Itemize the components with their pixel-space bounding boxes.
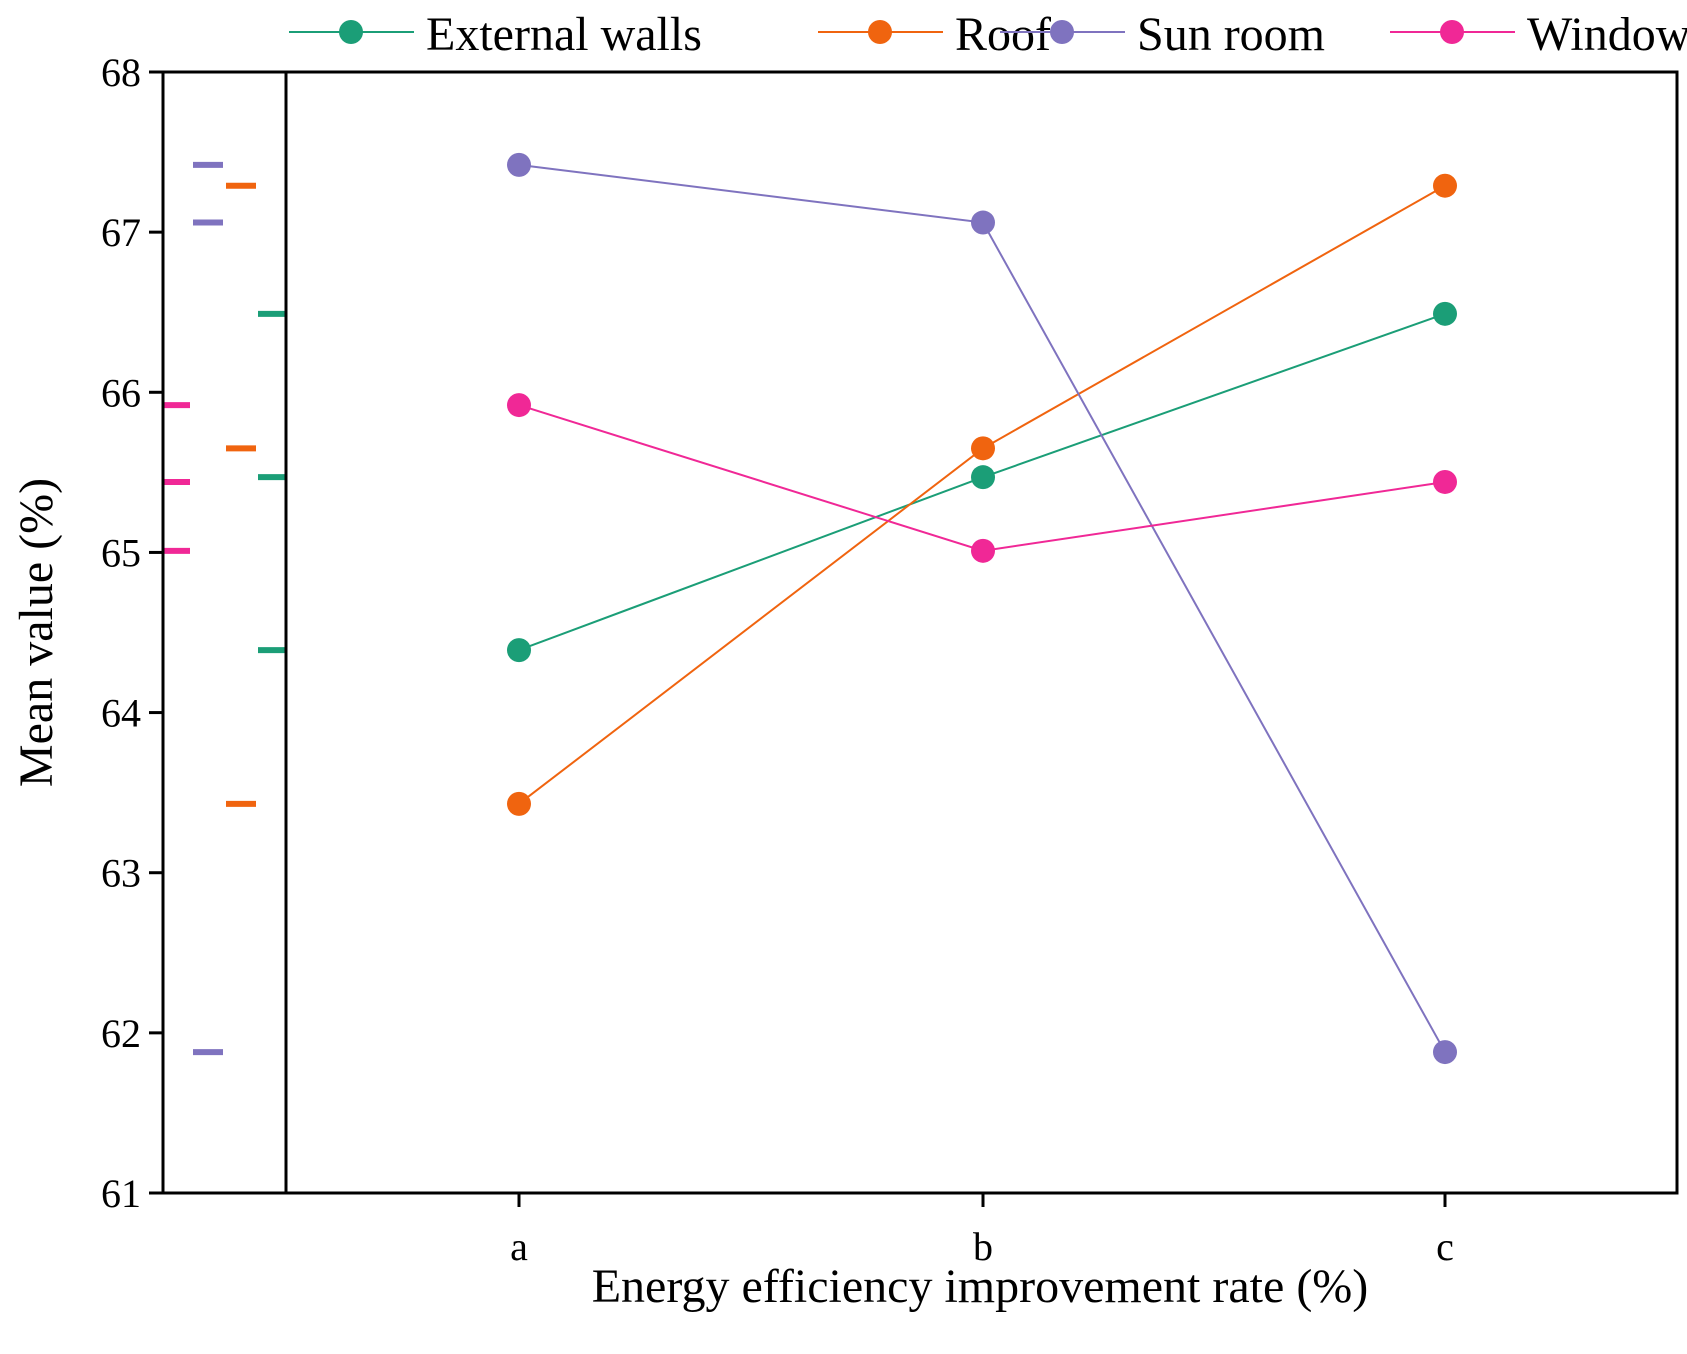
series-external-walls <box>507 301 1457 663</box>
side-mean-ticks-panel <box>163 161 286 1056</box>
data-point <box>971 538 995 563</box>
x-tick-label: c <box>1436 1224 1454 1269</box>
legend-swatch-marker <box>1050 20 1074 44</box>
axes: 61 62 63 64 65 66 67 68 a b c <box>101 50 1679 1269</box>
legend: External walls Roof Sun room Windows <box>289 8 1687 61</box>
data-point <box>1433 1040 1457 1065</box>
y-tick-label: 61 <box>101 1171 141 1216</box>
series-layer <box>507 152 1457 1065</box>
data-point <box>971 210 995 235</box>
y-tick-label: 67 <box>101 210 141 255</box>
x-tick-label: a <box>510 1224 528 1269</box>
y-tick-label: 63 <box>101 851 141 896</box>
y-tick-label: 66 <box>101 370 141 415</box>
legend-item: Roof <box>818 8 1051 61</box>
legend-item: Sun room <box>1000 8 1325 61</box>
y-axis-title: Mean value (%) <box>10 478 63 787</box>
legend-item: External walls <box>289 8 702 61</box>
legend-swatch-marker <box>868 20 892 44</box>
legend-label: Windows <box>1527 8 1687 61</box>
data-point <box>1433 469 1457 494</box>
plot-frame <box>161 70 1679 1195</box>
data-point <box>507 638 531 663</box>
data-point <box>507 152 531 177</box>
legend-label: Sun room <box>1137 8 1325 61</box>
x-axis-title: Energy efficiency improvement rate (%) <box>592 1260 1369 1313</box>
y-tick-label: 65 <box>101 530 141 575</box>
data-point <box>971 465 995 490</box>
y-tick-label: 64 <box>101 691 141 736</box>
legend-item: Windows <box>1390 8 1687 61</box>
data-point <box>507 791 531 816</box>
y-tick-label: 62 <box>101 1011 141 1056</box>
y-tick-label: 68 <box>101 50 141 95</box>
legend-swatch-marker <box>339 20 363 44</box>
data-point <box>1433 301 1457 326</box>
data-point <box>507 393 531 418</box>
data-point <box>971 436 995 461</box>
x-tick-label: b <box>973 1224 993 1269</box>
legend-swatch-marker <box>1440 20 1464 44</box>
series-line <box>518 184 1446 805</box>
series-roof <box>507 173 1457 816</box>
legend-label: External walls <box>426 8 702 61</box>
series-line <box>518 163 1446 1053</box>
series-sun-room <box>507 152 1457 1065</box>
legend-label: Roof <box>955 8 1051 61</box>
data-point <box>1433 173 1457 198</box>
series-windows <box>507 393 1457 563</box>
